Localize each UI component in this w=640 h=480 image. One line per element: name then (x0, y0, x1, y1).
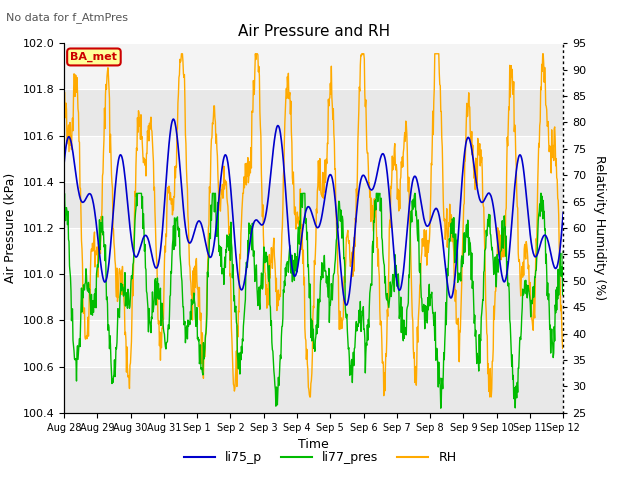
Bar (64, 89, 563, 136)
Bar (64, 182, 563, 228)
Bar (64, 43, 563, 89)
X-axis label: Time: Time (298, 438, 329, 451)
Bar (64, 274, 563, 321)
Text: BA_met: BA_met (70, 52, 117, 62)
Title: Air Pressure and RH: Air Pressure and RH (237, 24, 390, 39)
Y-axis label: Air Pressure (kPa): Air Pressure (kPa) (4, 173, 17, 283)
Legend: li75_p, li77_pres, RH: li75_p, li77_pres, RH (179, 446, 461, 469)
Bar (64, 136, 563, 182)
Text: No data for f_AtmPres: No data for f_AtmPres (6, 12, 129, 23)
Bar (64, 228, 563, 274)
Bar (64, 321, 563, 367)
Bar (64, 367, 563, 413)
Y-axis label: Relativity Humidity (%): Relativity Humidity (%) (593, 156, 606, 300)
